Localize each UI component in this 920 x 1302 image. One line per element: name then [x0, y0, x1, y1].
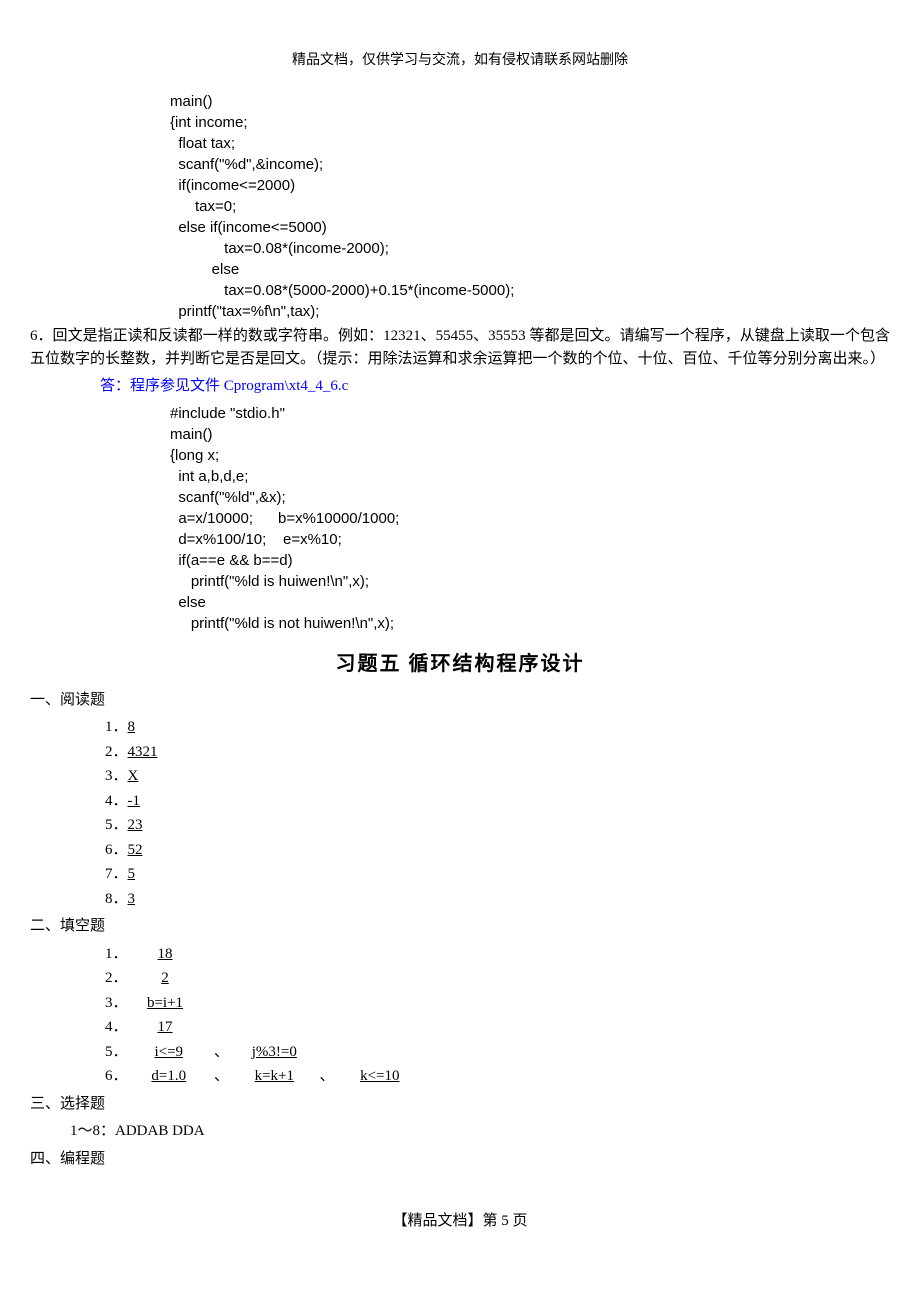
item-num: 6． — [105, 842, 128, 858]
reading-item: 1．8 — [105, 716, 890, 739]
fill-list: 1．18 2．2 3．b=i+1 4．17 5． i<=9 、 j%3!=0 6… — [105, 943, 890, 1088]
item-num: 4． — [105, 793, 128, 809]
item-answer: -1 — [128, 790, 203, 813]
separator: 、 — [214, 1044, 229, 1060]
fill-answer: 17 — [128, 1016, 203, 1039]
item-num: 8． — [105, 891, 128, 907]
fill-header: 二、填空题 — [30, 915, 890, 938]
fill-item: 3．b=i+1 — [105, 992, 890, 1015]
choice-answers: 1～8：ADDAB DDA — [70, 1120, 890, 1143]
item-num: 6． — [105, 1068, 128, 1084]
fill-item: 4．17 — [105, 1016, 890, 1039]
reading-item: 3．X — [105, 765, 890, 788]
reading-header: 一、阅读题 — [30, 689, 890, 712]
fill-answer: 18 — [128, 943, 203, 966]
item-num: 4． — [105, 1019, 128, 1035]
item-num: 1． — [105, 946, 128, 962]
item-num: 5． — [105, 817, 128, 833]
fill-answer: i<=9 — [131, 1041, 206, 1064]
page-footer: 【精品文档】第 5 页 — [30, 1210, 890, 1233]
item-answer: X — [128, 765, 203, 788]
code-block-2: #include "stdio.h" main() {long x; int a… — [170, 403, 890, 634]
fill-answer: k=k+1 — [237, 1065, 312, 1088]
choice-header: 三、选择题 — [30, 1093, 890, 1116]
separator: 、 — [214, 1068, 229, 1084]
item-answer: 5 — [128, 863, 203, 886]
fill-answer: b=i+1 — [128, 992, 203, 1015]
reading-item: 6．52 — [105, 839, 890, 862]
item-num: 2． — [105, 970, 128, 986]
question-6-answer: 答：程序参见文件 Cprogram\xt4_4_6.c — [100, 375, 890, 398]
question-6: 6．回文是指正读和反读都一样的数或字符串。例如：12321、55455、3555… — [30, 325, 890, 370]
fill-item: 5． i<=9 、 j%3!=0 — [105, 1041, 890, 1064]
item-num: 1． — [105, 719, 128, 735]
reading-item: 7．5 — [105, 863, 890, 886]
header-note: 精品文档，仅供学习与交流，如有侵权请联系网站删除 — [30, 50, 890, 71]
fill-item: 1．18 — [105, 943, 890, 966]
programming-header: 四、编程题 — [30, 1148, 890, 1171]
reading-item: 8．3 — [105, 888, 890, 911]
item-answer: 3 — [128, 888, 203, 911]
item-num: 2． — [105, 744, 128, 760]
fill-answer: k<=10 — [342, 1065, 417, 1088]
item-answer: 8 — [128, 716, 203, 739]
reading-item: 2．4321 — [105, 741, 890, 764]
item-num: 3． — [105, 995, 128, 1011]
fill-answer: j%3!=0 — [237, 1041, 312, 1064]
fill-answer: 2 — [128, 967, 203, 990]
item-answer: 23 — [128, 814, 203, 837]
code-block-1: main() {int income; float tax; scanf("%d… — [170, 91, 890, 322]
fill-item: 2．2 — [105, 967, 890, 990]
reading-item: 5．23 — [105, 814, 890, 837]
reading-list: 1．8 2．4321 3．X 4．-1 5．23 6．52 7．5 8．3 — [105, 716, 890, 910]
item-num: 3． — [105, 768, 128, 784]
separator: 、 — [320, 1068, 335, 1084]
fill-answer: d=1.0 — [131, 1065, 206, 1088]
item-answer: 52 — [128, 839, 203, 862]
item-num: 5． — [105, 1044, 128, 1060]
item-answer: 4321 — [128, 741, 203, 764]
fill-item: 6． d=1.0 、 k=k+1 、 k<=10 — [105, 1065, 890, 1088]
reading-item: 4．-1 — [105, 790, 890, 813]
exercise-5-title: 习题五 循环结构程序设计 — [30, 649, 890, 679]
item-num: 7． — [105, 866, 128, 882]
